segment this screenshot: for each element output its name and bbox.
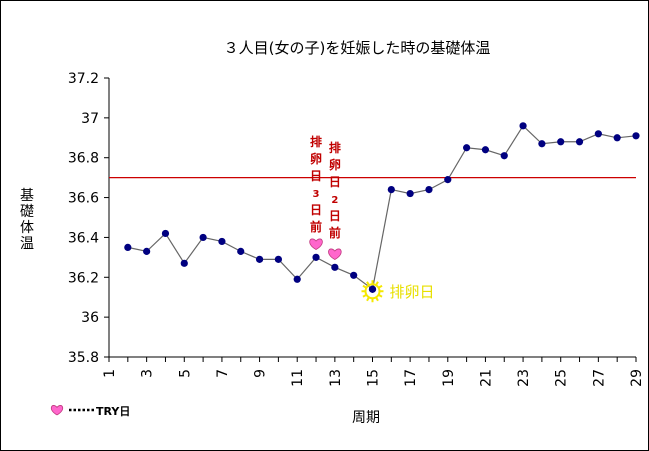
data-point	[199, 233, 207, 242]
x-tick-label: 5	[177, 369, 193, 378]
x-tick-label: 29	[629, 369, 645, 387]
annotation-char: 前	[329, 225, 341, 240]
heart-icon	[309, 238, 323, 250]
data-point	[124, 243, 132, 251]
data-point	[255, 255, 264, 263]
ovulation-label: 排卵日	[390, 283, 435, 301]
data-point	[312, 253, 320, 261]
data-point	[350, 271, 358, 279]
data-point	[613, 134, 621, 142]
y-tick-label: 36.4	[68, 230, 99, 246]
sun-ring	[364, 283, 381, 300]
sun-icon	[361, 280, 384, 303]
y-tick-label: 36.2	[68, 270, 99, 286]
y-axis-label: 基礎体温	[20, 187, 34, 252]
data-point	[444, 176, 452, 184]
data-point	[594, 130, 602, 138]
data-point	[463, 144, 471, 152]
annotation-char: 日	[329, 209, 341, 223]
y-tick-label: 36.8	[68, 151, 99, 167]
y-tick-label: 35.8	[68, 350, 99, 366]
data-point	[481, 146, 490, 154]
y-tick-label: 36	[81, 310, 99, 326]
x-tick-label: 17	[403, 369, 419, 387]
y-tick-label: 37	[81, 111, 99, 127]
y-axis-label-char: 体	[20, 220, 34, 236]
x-tick-label: 21	[478, 369, 494, 387]
annotation-char: 卵	[329, 157, 341, 172]
x-tick-label: 27	[591, 369, 607, 387]
x-tick-label: 11	[290, 369, 306, 387]
x-tick-label: 9	[253, 369, 269, 378]
legend: TRY日	[50, 405, 130, 418]
annotation-char: 排	[310, 134, 322, 149]
x-axis-label: 周期	[352, 410, 380, 426]
data-point	[293, 275, 301, 283]
x-tick-label: 3	[140, 369, 156, 378]
y-axis-label-char: 礎	[20, 204, 34, 220]
data-point	[500, 152, 508, 160]
data-point	[161, 229, 170, 238]
data-point	[331, 263, 339, 271]
annotation-char: 日	[329, 175, 341, 189]
x-tick-label: 13	[328, 369, 344, 387]
x-tick-label: 1	[102, 369, 118, 378]
data-point	[237, 247, 245, 255]
annotation-char: 卵	[310, 151, 322, 166]
data-point	[575, 138, 584, 146]
annotation-char: 前	[310, 219, 322, 234]
annotation-char: 日	[310, 203, 322, 217]
x-tick-label: 15	[366, 369, 382, 387]
y-axis-label-char: 基	[20, 187, 34, 204]
annotation-char: 3	[313, 189, 320, 200]
x-tick-label: 7	[215, 369, 231, 378]
data-point	[406, 189, 414, 198]
x-tick-label: 23	[516, 369, 532, 387]
chart-title: ３人目(女の子)を妊娠した時の基礎体温	[224, 39, 491, 57]
x-tick-label: 19	[441, 369, 457, 387]
series-line	[127, 124, 637, 291]
y-axis-label-char: 温	[20, 236, 34, 252]
y-tick-label: 36.6	[68, 191, 99, 207]
x-tick-label: 25	[554, 369, 570, 387]
data-point	[387, 186, 395, 194]
data-point	[180, 259, 188, 267]
legend-label: TRY日	[96, 405, 130, 418]
annotation-char: 日	[310, 169, 322, 183]
y-tick-label: 37.2	[68, 71, 99, 87]
data-point	[368, 285, 377, 293]
data-point	[538, 140, 546, 148]
heart-icon	[50, 405, 64, 416]
annotation-char: 2	[331, 195, 338, 206]
data-point	[218, 237, 226, 246]
data-point	[425, 186, 433, 194]
data-point	[519, 122, 527, 130]
heart-icon	[328, 248, 342, 260]
data-point	[557, 138, 565, 146]
annotation-char: 排	[329, 140, 341, 155]
data-point	[632, 132, 640, 140]
data-point	[274, 255, 282, 263]
data-point	[143, 247, 151, 255]
